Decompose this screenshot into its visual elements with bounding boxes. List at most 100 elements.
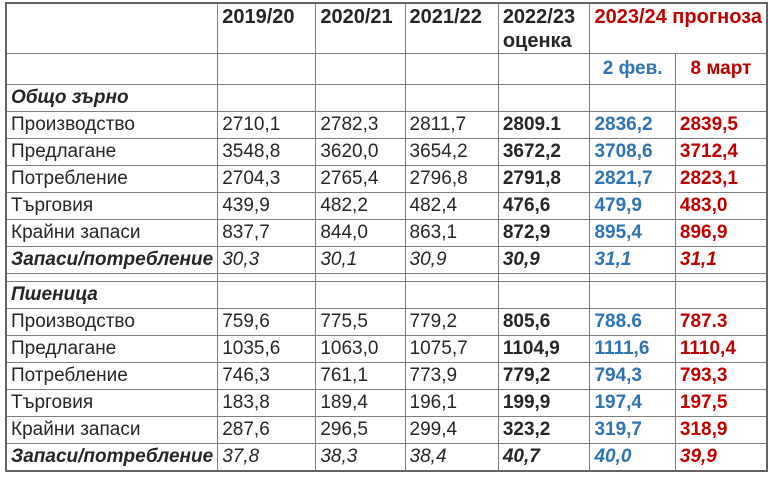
- row-consumption-wheat: Потребление 746,3 761,1 773,9 779,2 794,…: [5, 362, 768, 390]
- empty-cell: [217, 273, 317, 282]
- value-cell: 2710,1: [217, 111, 317, 139]
- row-label: Предлагане: [5, 335, 219, 363]
- header-year-2019-20: 2019/20: [217, 2, 317, 54]
- value-cell-estimate: 872,9: [497, 219, 591, 247]
- empty-cell: [5, 53, 219, 85]
- value-cell: 439,9: [217, 192, 317, 220]
- empty-cell: [5, 273, 219, 282]
- value-cell: 1035,6: [217, 335, 317, 363]
- value-cell: 1063,0: [315, 335, 406, 363]
- value-cell-feb: 1111,6: [589, 335, 676, 363]
- row-label: Крайни запаси: [5, 416, 219, 444]
- grain-balance-table: 2019/20 2020/21 2021/22 2022/23 оценка 2…: [5, 2, 768, 472]
- empty-cell: [674, 281, 768, 309]
- value-cell: 759,6: [217, 308, 317, 336]
- value-cell-estimate: 40,7: [497, 443, 591, 472]
- value-cell-estimate: 1104,9: [497, 335, 591, 363]
- empty-cell: [497, 273, 591, 282]
- value-cell: 3654,2: [404, 138, 499, 166]
- value-cell: 2796,8: [404, 165, 499, 193]
- row-label: Запаси/потребление: [5, 246, 219, 274]
- value-cell-mar: 318,9: [674, 416, 768, 444]
- value-cell-estimate: 779,2: [497, 362, 591, 390]
- value-cell: 2811,7: [404, 111, 499, 139]
- row-production-grain: Производство 2710,1 2782,3 2811,7 2809.1…: [5, 111, 768, 139]
- value-cell-feb: 895,4: [589, 219, 676, 247]
- empty-cell: [217, 53, 317, 85]
- value-cell: 189,4: [315, 389, 406, 417]
- value-cell-mar: 2839,5: [674, 111, 768, 139]
- value-cell-feb: 2821,7: [589, 165, 676, 193]
- value-cell: 38,3: [315, 443, 406, 472]
- section-header-wheat: Пшеница: [5, 281, 768, 309]
- value-cell: 2704,3: [217, 165, 317, 193]
- row-label: Запаси/потребление: [5, 443, 219, 472]
- row-trade-wheat: Търговия 183,8 189,4 196,1 199,9 197,4 1…: [5, 389, 768, 417]
- row-supply-grain: Предлагане 3548,8 3620,0 3654,2 3672,2 3…: [5, 138, 768, 166]
- header-2022-23-line1: 2022/23: [502, 6, 576, 28]
- value-cell: 2765,4: [315, 165, 406, 193]
- corner-cell: [5, 2, 219, 54]
- row-label: Търговия: [5, 192, 219, 220]
- value-cell-mar: 787.3: [674, 308, 768, 336]
- value-cell: 761,1: [315, 362, 406, 390]
- row-stocks-to-use-wheat: Запаси/потребление 37,8 38,3 38,4 40,7 4…: [5, 443, 768, 472]
- value-cell: 37,8: [217, 443, 317, 472]
- value-cell-estimate: 30,9: [497, 246, 591, 274]
- value-cell-estimate: 476,6: [497, 192, 591, 220]
- value-cell-feb: 2836,2: [589, 111, 676, 139]
- value-cell-estimate: 3672,2: [497, 138, 591, 166]
- empty-cell: [674, 84, 768, 112]
- section-title-total-grain: Общо зърно: [5, 84, 219, 112]
- value-cell-mar: 31,1: [674, 246, 768, 274]
- empty-cell: [404, 53, 499, 85]
- value-cell: 183,8: [217, 389, 317, 417]
- header-year-2021-22: 2021/22: [404, 2, 499, 54]
- value-cell: 287,6: [217, 416, 317, 444]
- value-cell-mar: 3712,4: [674, 138, 768, 166]
- value-cell: 844,0: [315, 219, 406, 247]
- value-cell: 299,4: [404, 416, 499, 444]
- empty-cell: [497, 53, 591, 85]
- empty-cell: [315, 84, 406, 112]
- row-label: Търговия: [5, 389, 219, 417]
- value-cell-mar: 896,9: [674, 219, 768, 247]
- empty-cell: [404, 281, 499, 309]
- empty-cell: [217, 84, 317, 112]
- value-cell: 3548,8: [217, 138, 317, 166]
- value-cell-feb: 319,7: [589, 416, 676, 444]
- empty-cell: [404, 84, 499, 112]
- value-cell: 837,7: [217, 219, 317, 247]
- row-ending-stocks-wheat: Крайни запаси 287,6 296,5 299,4 323,2 31…: [5, 416, 768, 444]
- value-cell: 30,9: [404, 246, 499, 274]
- row-label: Производство: [5, 308, 219, 336]
- value-cell-feb: 40,0: [589, 443, 676, 472]
- empty-cell: [674, 273, 768, 282]
- value-cell-feb: 794,3: [589, 362, 676, 390]
- value-cell-estimate: 199,9: [497, 389, 591, 417]
- value-cell-estimate: 323,2: [497, 416, 591, 444]
- value-cell: 779,2: [404, 308, 499, 336]
- document-page: 2019/20 2020/21 2021/22 2022/23 оценка 2…: [5, 2, 768, 472]
- value-cell-estimate: 2809.1: [497, 111, 591, 139]
- value-cell-feb: 788.6: [589, 308, 676, 336]
- value-cell: 863,1: [404, 219, 499, 247]
- header-mar-8: 8 март: [674, 53, 768, 85]
- value-cell-feb: 479,9: [589, 192, 676, 220]
- row-label: Потребление: [5, 165, 219, 193]
- value-cell: 30,1: [315, 246, 406, 274]
- value-cell: 775,5: [315, 308, 406, 336]
- value-cell: 196,1: [404, 389, 499, 417]
- section-title-wheat: Пшеница: [5, 281, 219, 309]
- row-ending-stocks-grain: Крайни запаси 837,7 844,0 863,1 872,9 89…: [5, 219, 768, 247]
- value-cell: 30,3: [217, 246, 317, 274]
- empty-cell: [315, 273, 406, 282]
- header-2023-24-forecast: 2023/24 прогноза: [589, 2, 768, 54]
- value-cell: 38,4: [404, 443, 499, 472]
- header-2022-23-line2: оценка: [502, 30, 572, 52]
- value-cell-mar: 1110,4: [674, 335, 768, 363]
- empty-cell: [589, 273, 676, 282]
- value-cell-mar: 483,0: [674, 192, 768, 220]
- row-stocks-to-use-grain: Запаси/потребление 30,3 30,1 30,9 30,9 3…: [5, 246, 768, 274]
- empty-cell: [589, 281, 676, 309]
